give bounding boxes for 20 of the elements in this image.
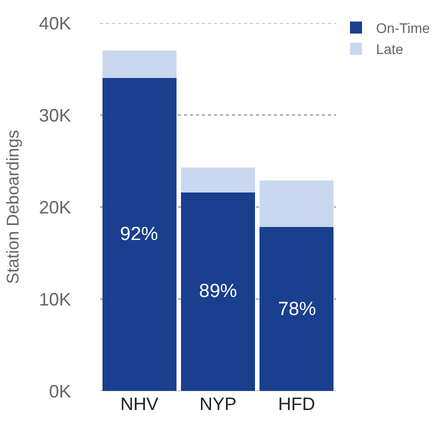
x-tick-label: HFD xyxy=(278,394,316,414)
bar xyxy=(181,192,255,391)
y-tick-label: 40K xyxy=(38,13,71,34)
y-tick-label: 0K xyxy=(48,381,71,402)
annotation: 92% xyxy=(120,224,158,245)
bar xyxy=(102,50,176,78)
y-tick-label: 20K xyxy=(38,197,71,218)
legend-label: Late xyxy=(376,41,404,58)
bar xyxy=(181,167,255,192)
y-tick-label: 30K xyxy=(38,105,71,126)
y-tick-label: 10K xyxy=(38,289,71,310)
annotation: 89% xyxy=(199,281,238,302)
bar xyxy=(102,78,176,391)
x-tick-label: NHV xyxy=(120,394,158,414)
x-tick-label: NYP xyxy=(199,394,237,414)
annotation: 78% xyxy=(278,299,316,320)
bar xyxy=(260,227,334,391)
legend-label: On-Time xyxy=(376,20,430,36)
bar xyxy=(260,180,334,228)
y-axis-title: Station Deboardings xyxy=(4,130,23,284)
